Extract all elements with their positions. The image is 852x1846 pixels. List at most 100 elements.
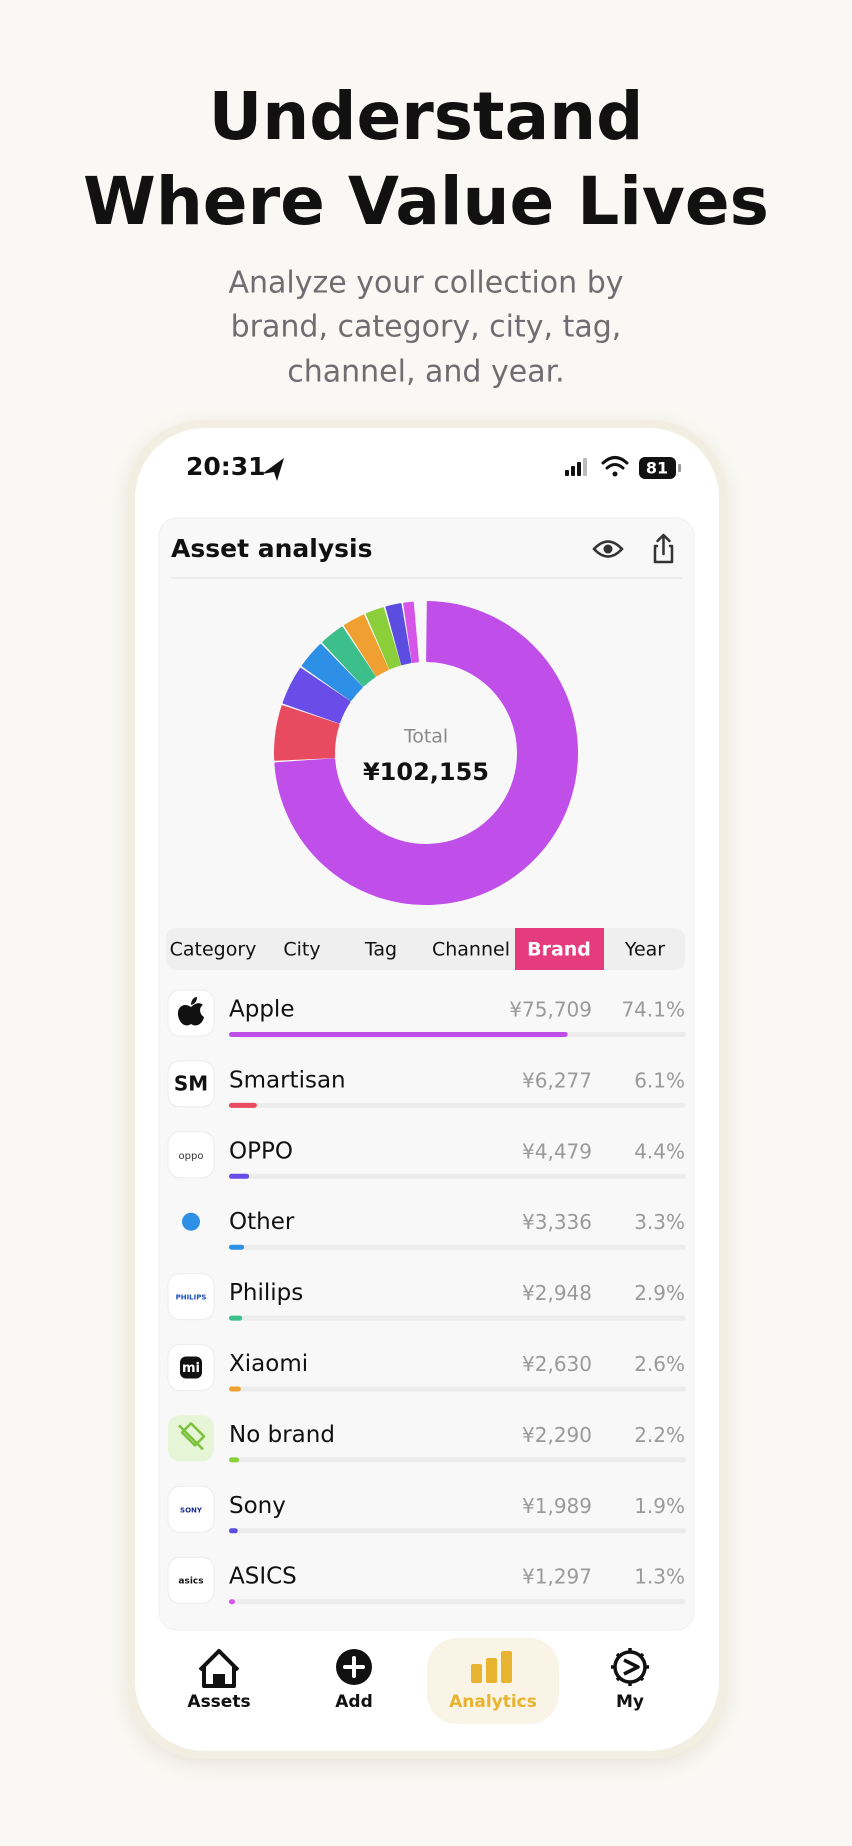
donut-segment bbox=[403, 601, 419, 663]
share-track bbox=[229, 1244, 686, 1250]
brand-share: 6.1% bbox=[634, 1068, 685, 1092]
subtitle: brand, category, city, tag, bbox=[231, 310, 622, 345]
tab[interactable]: City bbox=[283, 939, 320, 961]
share-bar bbox=[229, 1102, 257, 1108]
wifi-icon bbox=[601, 456, 629, 470]
nav-label[interactable]: Assets bbox=[187, 1692, 250, 1712]
share-bar bbox=[229, 1032, 568, 1037]
brand-logo: oppo bbox=[179, 1151, 204, 1162]
card-title: Asset analysis bbox=[171, 534, 372, 563]
battery bbox=[639, 457, 676, 479]
brand-logo: SONY bbox=[180, 1506, 203, 1514]
brand-name[interactable]: ASICS bbox=[229, 1564, 297, 1590]
tab-selected bbox=[515, 928, 604, 970]
share-bar bbox=[229, 1457, 240, 1463]
share-track bbox=[229, 1386, 686, 1392]
share-track bbox=[229, 1457, 686, 1463]
donut-segment bbox=[274, 705, 340, 761]
brand-share: 1.3% bbox=[634, 1565, 685, 1589]
nav-label[interactable]: My bbox=[616, 1692, 644, 1712]
donut-segment bbox=[274, 601, 578, 905]
dynamic-layer: Total ¥102,155 Category City Tag Channel Brand… bbox=[167, 601, 686, 1712]
donut-segment bbox=[385, 603, 412, 666]
share-track bbox=[229, 1528, 686, 1534]
brand-amount: ¥1,297 bbox=[522, 1565, 592, 1589]
brand-amount: ¥1,989 bbox=[522, 1494, 592, 1518]
signal-icon bbox=[565, 458, 587, 476]
brand-logo: asics bbox=[178, 1577, 203, 1587]
brand-name[interactable]: Sony bbox=[229, 1493, 286, 1519]
nav-icon-my bbox=[611, 1648, 649, 1686]
brand-share: 4.4% bbox=[634, 1139, 685, 1163]
headline: Where Value Lives bbox=[83, 163, 769, 240]
share-track bbox=[229, 1599, 686, 1605]
subtitle: Analyze your collection by bbox=[228, 266, 623, 301]
brand-name[interactable]: Apple bbox=[229, 997, 294, 1023]
brand-share: 1.9% bbox=[634, 1494, 685, 1518]
battery-level: 81 bbox=[646, 459, 668, 478]
brand-name[interactable]: OPPO bbox=[229, 1138, 293, 1164]
share-bar bbox=[229, 1173, 250, 1179]
share-bar bbox=[229, 1599, 235, 1605]
nav-label[interactable]: Analytics bbox=[449, 1692, 537, 1712]
logo-box bbox=[167, 1060, 215, 1108]
apple-logo bbox=[177, 997, 204, 1026]
brand-share: 74.1% bbox=[621, 998, 685, 1022]
share-bar bbox=[229, 1528, 238, 1534]
share-bar bbox=[229, 1315, 243, 1321]
brand-amount: ¥2,948 bbox=[522, 1281, 592, 1305]
share-bar bbox=[229, 1244, 245, 1250]
location-icon bbox=[262, 458, 284, 481]
nav-icon-door bbox=[213, 1674, 225, 1686]
share-track bbox=[229, 1315, 686, 1321]
subtitle: channel, and year. bbox=[287, 355, 564, 390]
brand-logo: mi bbox=[182, 1361, 200, 1376]
brand-name[interactable]: Philips bbox=[229, 1280, 303, 1306]
tab[interactable]: Brand bbox=[527, 939, 591, 961]
donut-center-value: ¥102,155 bbox=[363, 758, 489, 786]
headline: Understand bbox=[209, 78, 644, 155]
status-time: 20:31 bbox=[186, 452, 266, 481]
brand-name[interactable]: Other bbox=[229, 1209, 295, 1235]
tab[interactable]: Tag bbox=[364, 939, 397, 961]
brand-amount: ¥2,630 bbox=[522, 1352, 592, 1376]
tab[interactable]: Channel bbox=[432, 939, 510, 961]
brand-share: 2.9% bbox=[634, 1281, 685, 1305]
share-button[interactable] bbox=[653, 533, 674, 564]
donut-segment bbox=[344, 614, 389, 677]
no-brand-icon bbox=[178, 1422, 206, 1451]
donut-segment bbox=[301, 643, 363, 701]
share-track bbox=[229, 1102, 686, 1108]
brand-name[interactable]: Smartisan bbox=[229, 1067, 346, 1093]
nav-label[interactable]: Add bbox=[335, 1692, 373, 1712]
brand-amount: ¥4,479 bbox=[522, 1139, 592, 1163]
share-bar bbox=[229, 1386, 241, 1392]
donut-segment bbox=[322, 626, 376, 687]
nav-icon-analytics bbox=[471, 1651, 512, 1683]
brand-share: 2.6% bbox=[634, 1352, 685, 1376]
brand-name[interactable]: No brand bbox=[229, 1422, 335, 1448]
brand-dot bbox=[182, 1212, 200, 1231]
logo-box bbox=[167, 1273, 215, 1321]
donut-segment bbox=[365, 607, 401, 670]
donut-segment bbox=[282, 667, 351, 724]
brand-share: 2.2% bbox=[634, 1423, 685, 1447]
battery-cap bbox=[678, 464, 681, 472]
donut-center-label: Total bbox=[403, 726, 448, 748]
tab[interactable]: Year bbox=[624, 939, 665, 961]
logo-box bbox=[167, 1485, 215, 1533]
xiaomi-box bbox=[180, 1356, 202, 1379]
eye-button[interactable] bbox=[592, 540, 624, 558]
brand-amount: ¥6,277 bbox=[522, 1068, 592, 1092]
logo-box bbox=[167, 1556, 215, 1604]
brand-name[interactable]: Xiaomi bbox=[229, 1351, 308, 1377]
tab[interactable]: Category bbox=[170, 939, 257, 961]
brand-amount: ¥75,709 bbox=[509, 998, 592, 1022]
nav-icon-plus bbox=[343, 1656, 365, 1678]
brand-logo: PHILIPS bbox=[176, 1294, 207, 1302]
brand-amount: ¥3,336 bbox=[522, 1210, 592, 1234]
brand-share: 3.3% bbox=[634, 1210, 685, 1234]
brand-logo: SM bbox=[174, 1071, 208, 1095]
